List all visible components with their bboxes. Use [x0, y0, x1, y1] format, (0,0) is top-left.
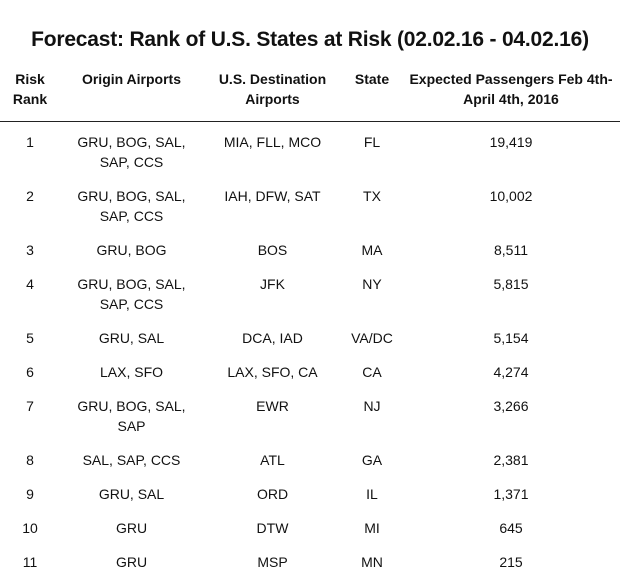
cell-state: GA: [342, 450, 402, 484]
cell-destination-airports: MIA, FLL, MCO: [203, 122, 342, 187]
cell-destination-airports: MSP: [203, 552, 342, 586]
cell-origin-airports: GRU, SAL: [60, 328, 203, 362]
cell-risk-rank: 5: [0, 328, 60, 362]
cell-expected-passengers: 5,154: [402, 328, 620, 362]
risk-table: Risk Rank Origin Airports U.S. Destinati…: [0, 64, 620, 586]
cell-expected-passengers: 1,371: [402, 484, 620, 518]
cell-state: NY: [342, 274, 402, 328]
cell-expected-passengers: 645: [402, 518, 620, 552]
cell-state: CA: [342, 362, 402, 396]
cell-risk-rank: 4: [0, 274, 60, 328]
cell-expected-passengers: 8,511: [402, 240, 620, 274]
cell-expected-passengers: 215: [402, 552, 620, 586]
cell-origin-airports: SAL, SAP, CCS: [60, 450, 203, 484]
cell-origin-airports: GRU, BOG, SAL, SAP, CCS: [60, 274, 203, 328]
cell-expected-passengers: 19,419: [402, 122, 620, 187]
cell-risk-rank: 1: [0, 122, 60, 187]
header-destination-airports: U.S. Destination Airports: [203, 64, 342, 122]
header-state: State: [342, 64, 402, 122]
cell-state: IL: [342, 484, 402, 518]
cell-destination-airports: IAH, DFW, SAT: [203, 186, 342, 240]
cell-state: VA/DC: [342, 328, 402, 362]
cell-origin-airports: GRU, BOG, SAL, SAP: [60, 396, 203, 450]
table-header-row: Risk Rank Origin Airports U.S. Destinati…: [0, 64, 620, 122]
header-origin-airports: Origin Airports: [60, 64, 203, 122]
cell-destination-airports: DCA, IAD: [203, 328, 342, 362]
cell-risk-rank: 7: [0, 396, 60, 450]
cell-state: MA: [342, 240, 402, 274]
cell-expected-passengers: 3,266: [402, 396, 620, 450]
cell-state: MN: [342, 552, 402, 586]
cell-destination-airports: ORD: [203, 484, 342, 518]
cell-destination-airports: BOS: [203, 240, 342, 274]
cell-origin-airports: GRU: [60, 518, 203, 552]
cell-risk-rank: 3: [0, 240, 60, 274]
cell-expected-passengers: 4,274: [402, 362, 620, 396]
cell-risk-rank: 10: [0, 518, 60, 552]
table-title: Forecast: Rank of U.S. States at Risk (0…: [0, 28, 620, 52]
cell-risk-rank: 8: [0, 450, 60, 484]
cell-origin-airports: GRU, BOG: [60, 240, 203, 274]
cell-expected-passengers: 5,815: [402, 274, 620, 328]
cell-state: MI: [342, 518, 402, 552]
cell-state: TX: [342, 186, 402, 240]
cell-destination-airports: EWR: [203, 396, 342, 450]
cell-destination-airports: DTW: [203, 518, 342, 552]
cell-risk-rank: 9: [0, 484, 60, 518]
cell-origin-airports: LAX, SFO: [60, 362, 203, 396]
cell-origin-airports: GRU, BOG, SAL, SAP, CCS: [60, 122, 203, 187]
cell-origin-airports: GRU: [60, 552, 203, 586]
cell-destination-airports: JFK: [203, 274, 342, 328]
cell-risk-rank: 6: [0, 362, 60, 396]
header-risk-rank: Risk Rank: [0, 64, 60, 122]
cell-state: NJ: [342, 396, 402, 450]
cell-risk-rank: 11: [0, 552, 60, 586]
cell-origin-airports: GRU, BOG, SAL, SAP, CCS: [60, 186, 203, 240]
cell-destination-airports: ATL: [203, 450, 342, 484]
cell-expected-passengers: 10,002: [402, 186, 620, 240]
cell-origin-airports: GRU, SAL: [60, 484, 203, 518]
cell-destination-airports: LAX, SFO, CA: [203, 362, 342, 396]
cell-expected-passengers: 2,381: [402, 450, 620, 484]
header-expected-passengers: Expected Passengers Feb 4th-April 4th, 2…: [402, 64, 620, 122]
cell-state: FL: [342, 122, 402, 187]
cell-risk-rank: 2: [0, 186, 60, 240]
